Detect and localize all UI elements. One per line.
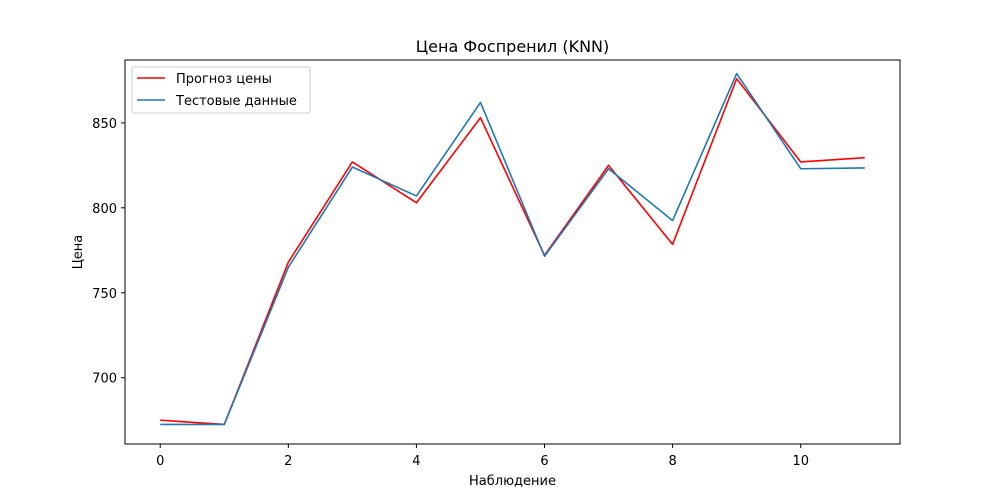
x-tick-label: 4 — [412, 454, 420, 469]
series-line-0 — [160, 77, 865, 426]
x-axis-title: Наблюдение — [469, 474, 556, 489]
y-tick-label: 750 — [92, 287, 117, 302]
x-tick-label: 0 — [156, 454, 164, 469]
y-tick-label: 700 — [92, 372, 117, 387]
chart-title: Цена Фоспренил (KNN) — [416, 37, 610, 56]
x-tick-label: 8 — [668, 454, 676, 469]
y-axis-title: Цена — [71, 235, 86, 270]
plot-frame — [124, 59, 901, 445]
legend-label-0: Прогноз цены — [176, 72, 272, 87]
x-tick-label: 10 — [792, 454, 809, 469]
y-axis-ticks: 700 750 800 850 — [92, 117, 125, 387]
legend-label-1: Тестовые данные — [175, 94, 297, 109]
series-line-1 — [160, 72, 865, 426]
x-tick-label: 6 — [540, 454, 548, 469]
y-tick-label: 800 — [92, 202, 117, 217]
x-axis-ticks: 0 2 4 6 8 10 — [156, 444, 809, 469]
y-tick-label: 850 — [92, 117, 117, 132]
plot-lines — [160, 72, 865, 426]
x-tick-label: 2 — [284, 454, 292, 469]
legend-box — [131, 66, 311, 114]
legend: Прогноз цены Тестовые данные — [131, 66, 311, 114]
